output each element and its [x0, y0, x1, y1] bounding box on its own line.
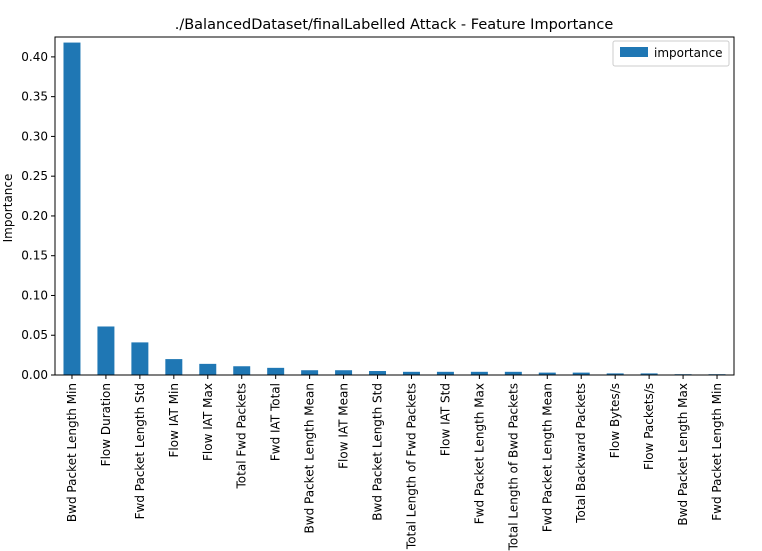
bar-11: [436, 371, 454, 375]
bar-7: [301, 370, 319, 375]
x-tick-label-5: Total Fwd Packets: [235, 383, 249, 490]
bar-12: [470, 371, 488, 375]
y-tick-label-3: 0.15: [21, 249, 48, 263]
x-tick-label-19: Fwd Packet Length Min: [710, 383, 724, 521]
chart-title: ./BalancedDataset/finalLabelled Attack -…: [175, 17, 614, 33]
x-tick-label-12: Fwd Packet Length Max: [472, 383, 486, 524]
x-tick-label-11: Flow IAT Std: [438, 383, 452, 456]
y-tick-label-4: 0.20: [21, 209, 48, 223]
bar-15: [572, 372, 590, 375]
x-axis-ticks: Bwd Packet Length Min Flow Duration Fwd Pa…: [65, 375, 724, 551]
x-tick-label-18: Bwd Packet Length Max: [676, 383, 690, 526]
bar-5: [233, 366, 251, 375]
y-tick-label-5: 0.25: [21, 169, 48, 183]
bar-16: [606, 373, 624, 375]
x-tick-label-0: Bwd Packet Length Min: [65, 383, 79, 522]
y-tick-label-8: 0.40: [21, 50, 48, 64]
y-tick-label-0: 0.00: [21, 368, 48, 382]
x-tick-label-6: Fwd IAT Total: [269, 383, 283, 461]
x-tick-label-1: Flow Duration: [99, 383, 113, 466]
x-tick-label-9: Bwd Packet Length Std: [371, 383, 385, 521]
bar-2: [131, 342, 149, 375]
x-tick-label-14: Fwd Packet Length Mean: [540, 383, 554, 532]
bar-13: [504, 371, 522, 375]
bar-14: [538, 372, 556, 375]
bar-6: [267, 367, 285, 375]
y-axis-label: Importance: [1, 174, 15, 243]
bar-9: [369, 371, 387, 375]
y-tick-label-2: 0.10: [21, 288, 48, 302]
bar-8: [335, 370, 353, 375]
bar-10: [402, 371, 420, 375]
x-tick-label-8: Flow IAT Mean: [337, 383, 351, 469]
legend-label: importance: [654, 46, 723, 60]
bar-3: [165, 359, 183, 375]
x-tick-label-10: Total Length of Fwd Packets: [404, 383, 418, 550]
y-tick-label-1: 0.05: [21, 328, 48, 342]
bars-group: [63, 42, 726, 376]
x-tick-label-3: Flow IAT Min: [167, 383, 181, 457]
x-tick-label-13: Total Length of Bwd Packets: [506, 383, 520, 551]
y-axis-ticks: 0.00 0.05 0.10 0.15 0.20 0.25 0.30 0.35 0.40: [21, 50, 55, 382]
bar-1: [97, 326, 115, 375]
plot-area-frame: [54, 36, 735, 376]
x-tick-label-7: Bwd Packet Length Mean: [303, 383, 317, 533]
x-tick-label-2: Fwd Packet Length Std: [133, 383, 147, 519]
x-tick-label-4: Flow IAT Max: [201, 383, 215, 461]
x-tick-label-16: Flow Bytes/s: [608, 383, 622, 458]
y-tick-label-7: 0.35: [21, 90, 48, 104]
bar-0: [63, 42, 81, 376]
x-tick-label-15: Total Backward Packets: [574, 383, 588, 524]
legend-swatch: [620, 47, 648, 57]
x-tick-label-17: Flow Packets/s: [642, 383, 656, 470]
legend: importance: [612, 40, 730, 67]
y-tick-label-6: 0.30: [21, 129, 48, 143]
bar-17: [640, 373, 658, 375]
bar-4: [199, 363, 217, 375]
